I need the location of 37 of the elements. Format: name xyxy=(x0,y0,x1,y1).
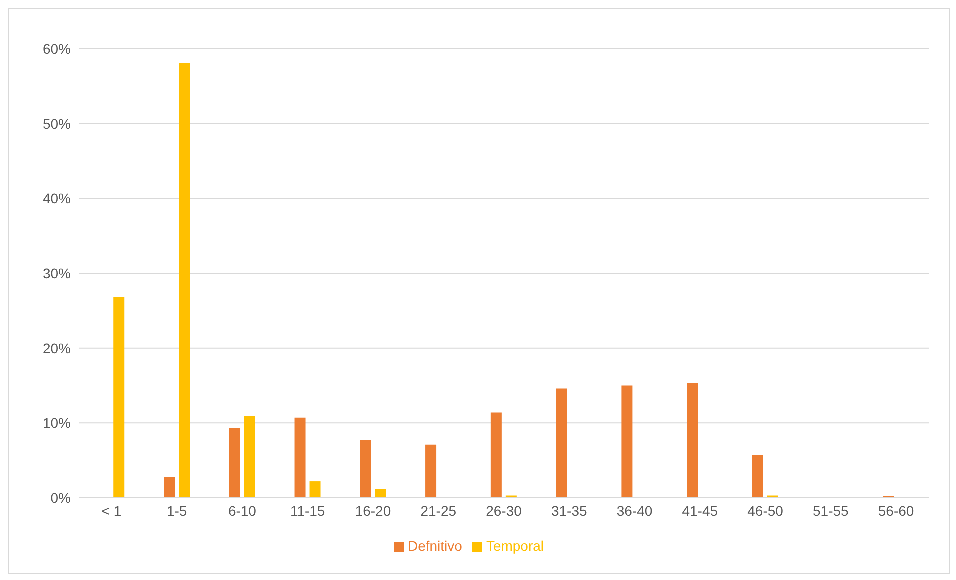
bar xyxy=(244,416,256,498)
y-tick-label: 30% xyxy=(42,265,71,282)
bar xyxy=(114,297,125,498)
y-tick-label: 60% xyxy=(42,40,71,57)
y-tick-label: 40% xyxy=(42,190,71,207)
bar xyxy=(752,455,764,498)
bar xyxy=(294,418,306,498)
y-tick-label: 10% xyxy=(42,415,71,432)
x-tick-label: 51-55 xyxy=(813,502,850,519)
bar xyxy=(490,412,502,498)
x-tick-label: 11-15 xyxy=(290,502,326,519)
bar xyxy=(229,428,240,498)
legend-label: Defnitivo xyxy=(408,538,462,554)
x-tick-label: < 1 xyxy=(102,502,122,519)
x-tick-label: 46-50 xyxy=(748,502,784,519)
bar xyxy=(375,489,386,498)
bar xyxy=(360,440,372,498)
x-tick-label: 56-60 xyxy=(878,502,914,519)
x-tick-label: 6-10 xyxy=(228,502,257,519)
x-tick-label: 41-45 xyxy=(682,502,718,519)
x-tick-label: 16-20 xyxy=(355,502,392,519)
bar xyxy=(687,384,698,498)
bar xyxy=(426,444,437,498)
x-tick-label: 36-40 xyxy=(616,502,653,519)
bar xyxy=(556,388,568,498)
x-tick-label: 21-25 xyxy=(420,502,457,519)
bar xyxy=(164,477,175,498)
x-tick-label: 31-35 xyxy=(551,502,588,519)
bar xyxy=(179,63,190,498)
y-tick-label: 0% xyxy=(50,490,71,506)
y-tick-label: 20% xyxy=(42,340,71,356)
legend-label: Temporal xyxy=(486,538,544,554)
y-tick-label: 50% xyxy=(42,116,71,132)
x-tick-label: 1-5 xyxy=(166,502,188,519)
x-tick-label: 26-30 xyxy=(486,502,522,519)
bar xyxy=(622,386,633,498)
bar xyxy=(310,482,321,498)
